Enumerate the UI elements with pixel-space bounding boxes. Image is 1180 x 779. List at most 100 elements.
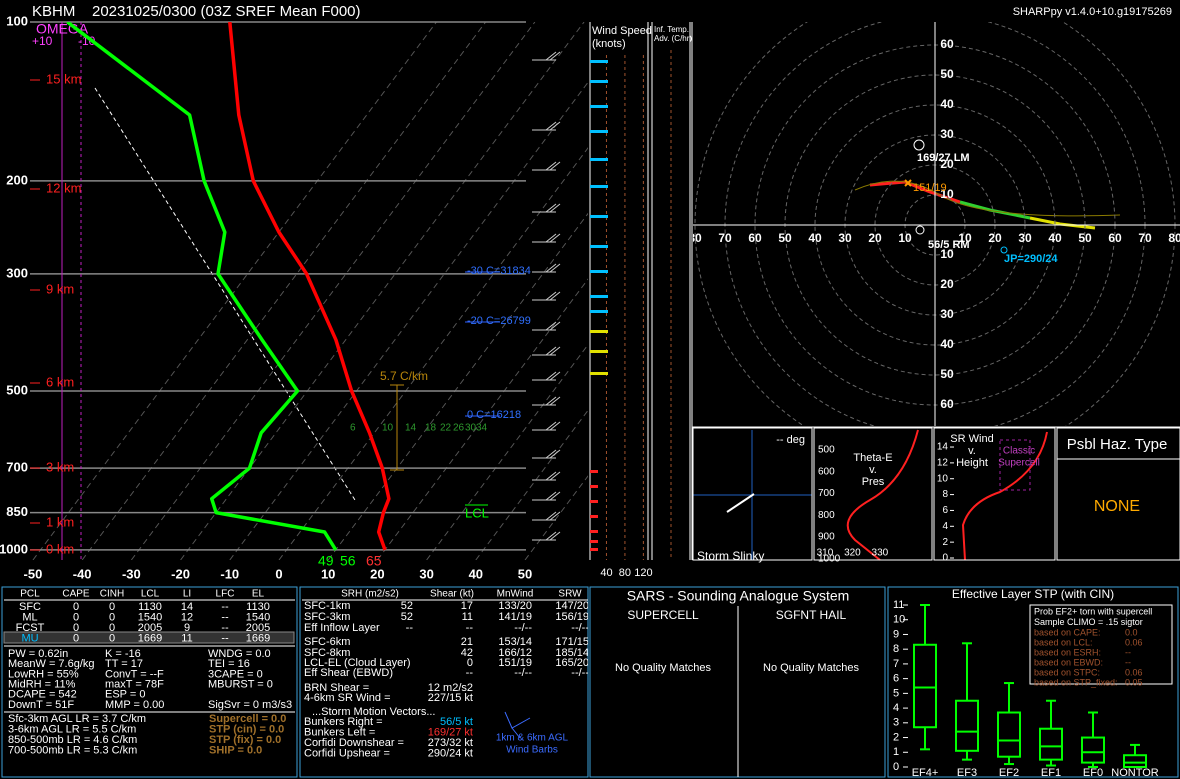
stp-box	[997, 711, 1021, 758]
stp-estimate-label: based on STP_fixed:	[1034, 677, 1118, 687]
theta-y-tick: 600	[818, 466, 835, 477]
index: ESP = 0	[105, 689, 145, 701]
parcel-header: LFC	[216, 589, 235, 600]
stp-y-tick: 6	[893, 673, 899, 685]
panel-title: Wind Speed	[592, 25, 652, 37]
kin-label: LCL-EL (Cloud Layer)	[304, 657, 411, 669]
parcel-cell: 0	[109, 632, 115, 644]
stp-box	[913, 643, 937, 729]
x-tick-label: 50	[518, 566, 532, 581]
slinky-vector	[726, 493, 755, 513]
line	[549, 471, 561, 481]
hodo-trace-mid	[959, 200, 1031, 220]
stp-category: EF2	[999, 767, 1019, 779]
kin-mnwind: 153/14	[498, 636, 532, 648]
index: MeanW = 7.6g/kg	[8, 658, 95, 670]
index: SigSvr = 0 m3/s3	[208, 699, 292, 711]
speed-bar	[590, 485, 598, 488]
kin-header: SRW	[558, 589, 582, 600]
speed-bar	[590, 470, 598, 473]
height-label: 1 km	[46, 514, 74, 529]
index: DCAPE = 542	[8, 689, 77, 701]
label: 4-6km SR Wind =	[304, 692, 391, 704]
hodo-label: 80	[688, 231, 702, 245]
supercell-label: Supercell	[998, 458, 1040, 469]
kin-srh: 52	[401, 611, 413, 623]
speed-bar	[590, 158, 608, 161]
stp-y-tick: 0	[893, 761, 899, 773]
stp-category: NONTOR	[1111, 767, 1159, 779]
stp-y-tick: 10	[893, 614, 905, 626]
kin-srw: 171/15	[555, 636, 589, 648]
stp-estimate-label: based on CAPE:	[1034, 627, 1101, 637]
speed-bar	[590, 105, 608, 108]
parcel-cell: 0	[109, 611, 115, 623]
line	[549, 121, 561, 131]
x-tick-label: 30	[419, 566, 433, 581]
kin-mnwind: 133/20	[498, 600, 532, 612]
kin-label: Eff Shear (EBWD)	[304, 667, 393, 679]
kin-mnwind: 141/19	[498, 611, 532, 623]
index: maxT = 78F	[105, 679, 164, 691]
hodo-label: 50	[940, 367, 954, 381]
line	[545, 203, 557, 213]
kin-label: SFC-3km	[304, 611, 350, 623]
index: LowRH = 55%	[8, 668, 79, 680]
line	[545, 421, 557, 431]
stp-category: EF1	[1041, 767, 1061, 779]
stp-estimate-value: 0.06	[1125, 637, 1143, 647]
omega-label: +10	[32, 34, 53, 48]
barb-note: 1km & 6km AGL	[496, 733, 569, 744]
theta-e-trace	[846, 429, 919, 561]
rm-label: 56/5 RM	[928, 239, 970, 251]
lcl-label: LCL	[465, 505, 489, 520]
height-label: 15 km	[46, 71, 81, 86]
hodo-label: 40	[940, 337, 954, 351]
surface-label: 65	[366, 553, 382, 569]
hodo-label: 20	[868, 231, 882, 245]
speed-bar	[590, 245, 608, 248]
panel-border	[299, 586, 589, 778]
index: 3CAPE = 0	[208, 668, 263, 680]
index: MMP = 0.00	[105, 699, 164, 711]
kin-mnwind: --/--	[514, 667, 532, 679]
isotherm	[426, 343, 588, 560]
isotherm	[376, 278, 588, 560]
temperature-profile	[228, 22, 391, 551]
lapse-rate: 3-6km AGL LR = 5.5 C/km	[8, 723, 136, 735]
parcel-cell: 1540	[138, 611, 162, 623]
kin-srh: --	[406, 622, 414, 634]
stp-y-tick: 9	[893, 628, 899, 640]
theta-title: v.	[869, 464, 877, 476]
stp-estimate-label: based on ESRH:	[1034, 647, 1101, 657]
parcel-cell: 14	[181, 601, 193, 613]
line	[549, 263, 561, 273]
mixing-ratio-label: 14	[405, 423, 417, 434]
panel-title: Inf. Temp.	[654, 25, 689, 34]
x-tick-label: -40	[73, 566, 92, 581]
speed-bar	[590, 310, 608, 313]
motion-label: Corfidi Upshear =	[304, 747, 390, 759]
stp-estimate-label: based on EBWD:	[1034, 657, 1103, 667]
hodo-trace-low	[869, 180, 961, 204]
theta-y-tick: 700	[818, 488, 835, 499]
parcel-cell: --	[221, 632, 229, 644]
omega-label: -10	[78, 34, 96, 48]
x-tick-label: 20	[370, 566, 384, 581]
kin-label: SFC-1km	[304, 600, 350, 612]
hodo-label: 70	[718, 231, 732, 245]
speed-bar	[590, 372, 608, 375]
hodo-label: 20	[988, 231, 1002, 245]
theta-y-tick: 900	[818, 532, 835, 543]
line	[545, 346, 557, 356]
isotherm	[229, 81, 588, 560]
x-tick-label: -20	[171, 566, 190, 581]
stp-category: EF3	[957, 767, 977, 779]
composite: SHIP = 0.0	[209, 744, 262, 756]
sars-column: SGFNT HAIL	[776, 608, 847, 622]
motion-label: Bunkers Left =	[304, 726, 375, 738]
speed-bar	[590, 295, 608, 298]
line	[549, 346, 561, 356]
motion-value: 169/27 kt	[428, 726, 473, 738]
stp-estimate-value: --	[1125, 647, 1131, 657]
